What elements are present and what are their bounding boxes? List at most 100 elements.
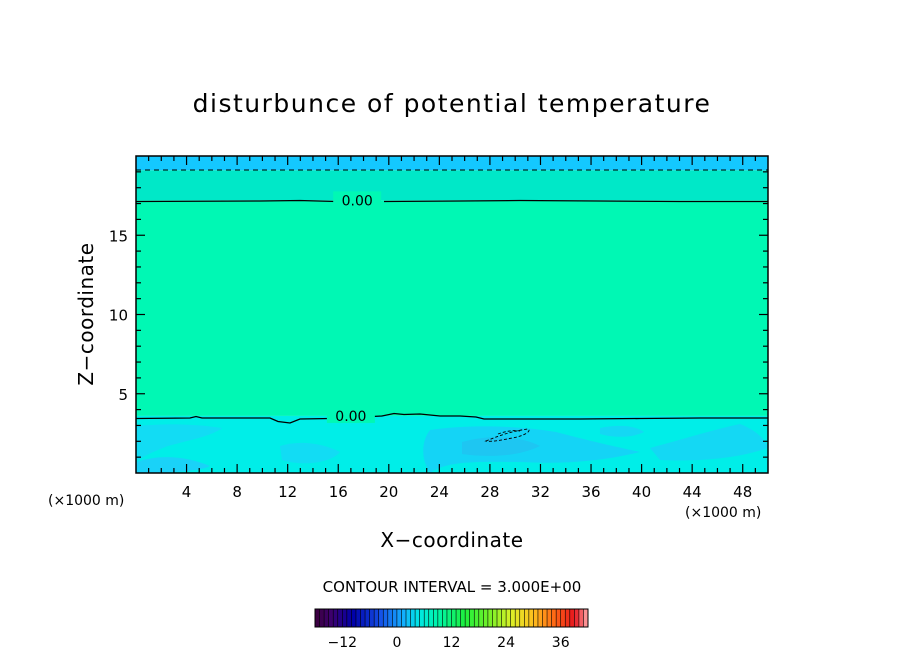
contour-label: 0.00 [335,409,366,425]
colorbar-tick-label: 0 [392,635,401,651]
colorbar-swatch [396,609,402,627]
colorbar-swatch [560,609,566,627]
colorbar-swatch [501,609,507,627]
cool-patch [462,437,540,456]
x-unit-label-right: (×1000 m) [685,505,761,521]
colorbar-swatch [324,609,329,627]
cool-patch [280,442,340,464]
colorbar-swatch [456,609,461,627]
dashed-contour [484,428,530,442]
plot-area [136,156,768,473]
colorbar-swatch [515,609,521,627]
colorbar-swatch [483,609,489,627]
colorbar-frame [314,608,589,628]
x-tick-label: 8 [232,483,242,501]
colorbar-swatch [419,609,425,627]
y-tick-label: 15 [109,227,128,245]
colorbar-tick-label: 36 [552,635,570,651]
contour-label: 0.00 [342,193,373,209]
colorbar-swatch [542,609,548,627]
contour-label-gap [333,191,382,208]
cool-patch [136,457,210,473]
x-tick-label: 36 [581,483,600,501]
y-tick-label: 5 [118,386,128,404]
x-tick-label: 44 [683,483,702,501]
x-tick-label: 16 [329,483,348,501]
colorbar-swatch [565,609,571,627]
cool-patch [650,424,768,461]
colorbar-tick-label: 24 [497,635,515,651]
colorbar-swatch [383,609,389,627]
colorbar-swatch [374,609,379,627]
colorbar-swatch [451,609,457,627]
colorbar-swatch [337,609,343,627]
colorbar-swatch [319,609,325,627]
colorbar-swatch [547,609,552,627]
colorbar-swatch [401,609,407,627]
colorbar-swatch [424,609,430,627]
region-middle-layer [136,200,768,416]
cool-patch [423,426,640,473]
colorbar-swatch [569,609,575,627]
colorbar-swatch [583,609,589,627]
colorbar-swatch [551,609,557,627]
colorbar-swatch [378,609,384,627]
colorbar-swatch [537,609,543,627]
x-tick-label: 4 [182,483,192,501]
colorbar-swatch [446,609,452,627]
contour-interval-label: CONTOUR INTERVAL = 3.000E+00 [323,578,582,596]
colorbar-swatch [510,609,516,627]
colorbar-swatch [474,609,480,627]
colorbar-swatch [465,609,470,627]
colorbar-swatch [328,609,334,627]
colorbar-swatch [387,609,393,627]
colorbar-swatch [460,609,466,627]
x-tick-label: 32 [531,483,550,501]
x-tick-label: 24 [430,483,449,501]
colorbar-swatch [574,609,580,627]
y-tick-label: 10 [109,307,128,325]
x-tick-label: 28 [480,483,499,501]
x-tick-label: 40 [632,483,651,501]
colorbar-swatch [433,609,439,627]
x-tick-label: 20 [379,483,398,501]
solid-contour [136,412,768,424]
colorbar-swatch [556,609,561,627]
colorbar-swatch [392,609,398,627]
colorbar-swatch [351,609,357,627]
region-upper-band [136,170,768,201]
colorbar-tick-label: −12 [328,635,358,651]
colorbar-swatch [437,609,443,627]
colorbar-swatch [578,609,584,627]
colorbar [314,608,589,628]
y-axis-title: Z−coordinate [74,242,98,385]
dashed-contour [497,430,521,435]
x-tick-label: 48 [733,483,752,501]
colorbar-swatch [524,609,530,627]
colorbar-swatch [342,609,348,627]
colorbar-swatch [487,609,493,627]
colorbar-swatch [519,609,525,627]
colorbar-swatch [442,609,448,627]
colorbar-ticks: −12 0 12 24 36 [328,635,570,651]
colorbar-swatch [506,609,511,627]
x-tick-label: 12 [278,483,297,501]
colorbar-swatch [369,609,375,627]
colorbar-tick-label: 12 [443,635,461,651]
colorbar-swatch [410,609,416,627]
colorbar-swatch [528,609,534,627]
colorbar-swatch [355,609,361,627]
solid-contour [136,199,768,203]
colorbar-swatch [406,609,411,627]
colorbar-swatch [365,609,370,627]
region-upper-layer [136,156,768,171]
colorbar-swatch [428,609,434,627]
colorbar-swatch [492,609,498,627]
x-axis-title: X−coordinate [380,528,523,552]
colorbar-swatch [333,609,339,627]
colorbar-swatch [478,609,484,627]
colorbar-swatch [315,609,320,627]
x-unit-label-left: (×1000 m) [48,493,124,509]
